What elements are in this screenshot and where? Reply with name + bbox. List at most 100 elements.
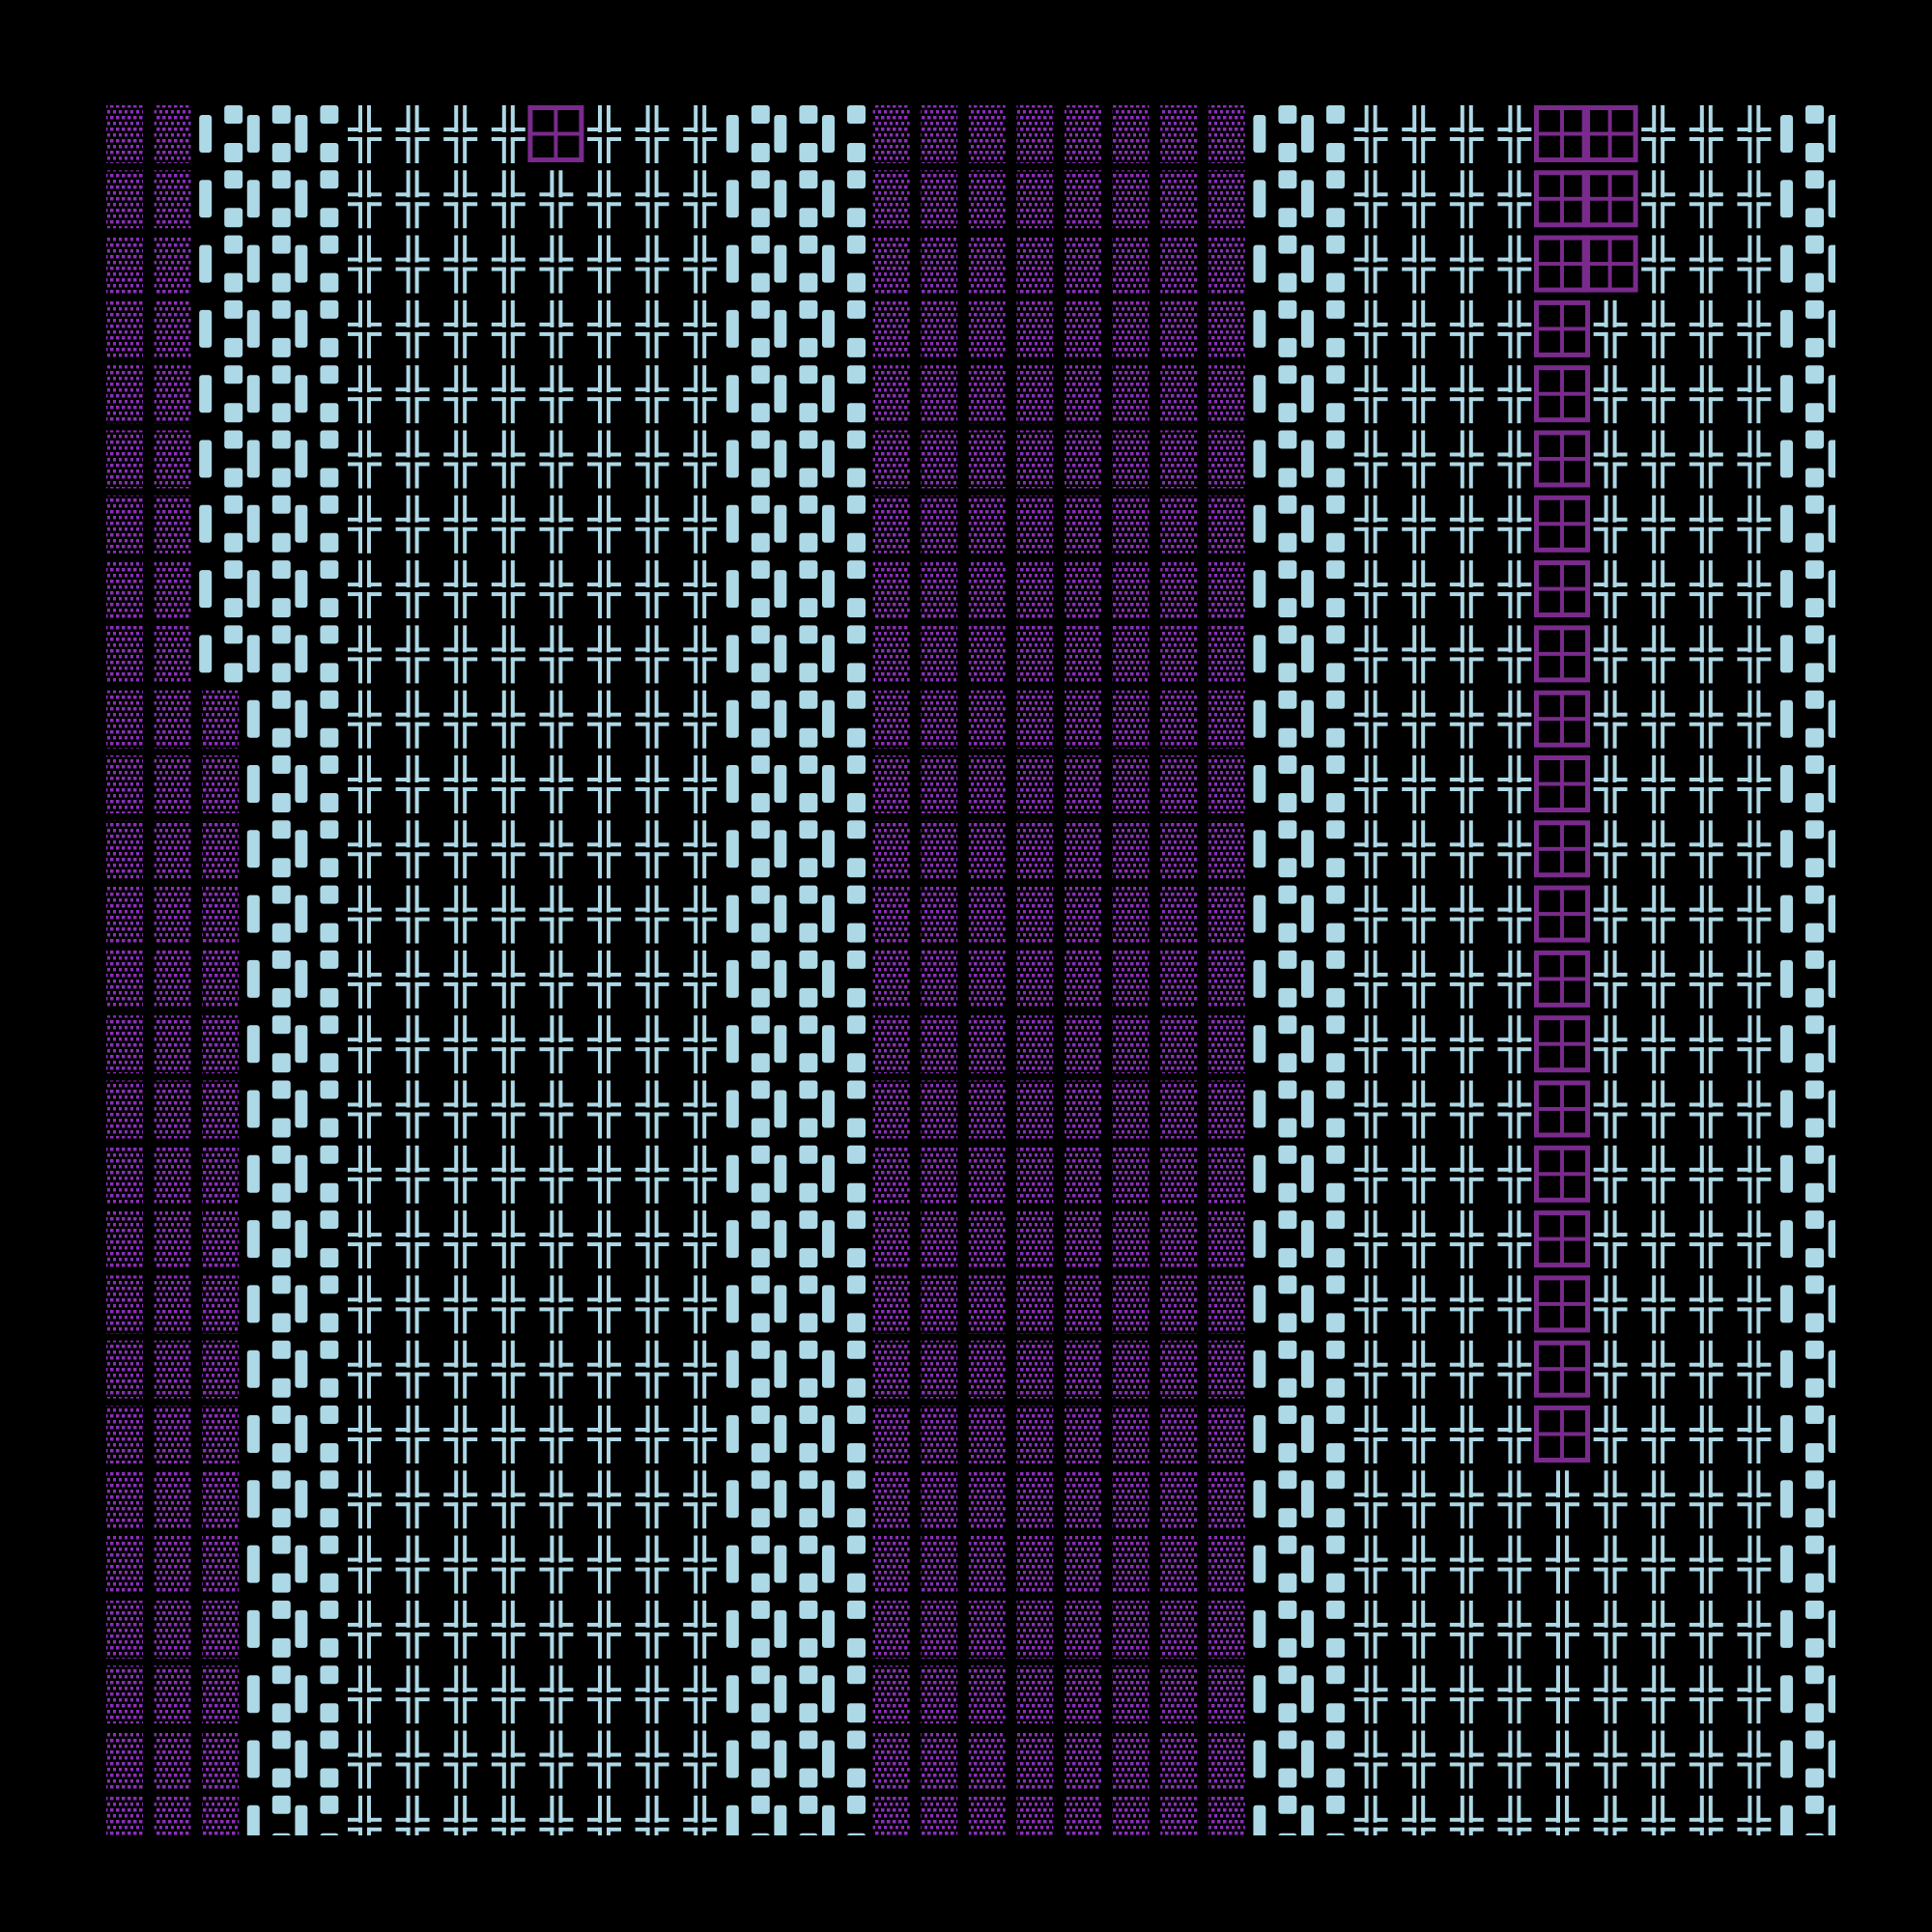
cross-tile [1497, 1665, 1532, 1724]
pillar-tile [822, 950, 866, 1008]
dotted-shade-icon [1112, 560, 1150, 619]
pillar-tile [1301, 235, 1345, 293]
bar-and-blocks-icon [1301, 885, 1345, 943]
pillar-tile [725, 820, 770, 878]
double-cross-icon [348, 1340, 382, 1399]
bar-and-blocks-icon [1828, 1415, 1835, 1453]
bar-and-blocks-icon [822, 235, 866, 293]
pillar-tile [1828, 115, 1835, 153]
cross-tile [1353, 1665, 1388, 1724]
cross-tile [683, 170, 718, 229]
dotted-shade-icon [202, 1340, 240, 1399]
shade-tile [872, 430, 910, 489]
dotted-shade-icon [1208, 1406, 1245, 1463]
pillar-tile [774, 1340, 818, 1398]
boxed-grid-icon [1534, 495, 1590, 553]
double-cross-icon [1497, 1275, 1532, 1334]
pillar-tile [1828, 570, 1835, 609]
cross-tile [1593, 1340, 1628, 1399]
bar-and-blocks-icon [822, 560, 866, 618]
pillar-tile [295, 235, 339, 293]
double-cross-icon [683, 820, 718, 879]
bar-and-blocks-icon [1780, 755, 1824, 812]
cross-tile [539, 625, 574, 684]
cross-tile [1353, 625, 1388, 684]
bar-and-blocks-icon [725, 1795, 770, 1835]
double-cross-icon [1402, 1275, 1436, 1334]
double-cross-icon [443, 170, 478, 229]
pillar-tile [246, 235, 291, 293]
shade-tile [106, 1080, 143, 1139]
double-cross-icon [1641, 755, 1676, 813]
bar-and-blocks-icon [822, 1795, 866, 1835]
bar-and-blocks-icon [774, 1340, 818, 1398]
double-cross-icon [1593, 1535, 1628, 1594]
cross-tile [395, 1340, 430, 1399]
cross-tile [1737, 560, 1772, 619]
cross-tile [683, 1730, 718, 1789]
double-cross-icon [1402, 170, 1436, 229]
dotted-shade-icon [1065, 1470, 1101, 1529]
pillar-tile [725, 1795, 770, 1835]
dotted-shade-icon [106, 430, 143, 489]
cross-tile [539, 1406, 574, 1463]
shade-tile [1160, 1535, 1198, 1594]
cross-tile [443, 950, 478, 1009]
cross-tile [635, 365, 669, 424]
cross-tile [395, 625, 430, 684]
double-cross-icon [635, 1015, 669, 1074]
bar-and-blocks-icon [246, 430, 291, 488]
double-cross-icon [1402, 885, 1436, 944]
double-cross-icon [491, 1080, 526, 1139]
cross-tile [395, 885, 430, 944]
double-cross-icon [491, 755, 526, 813]
dotted-shade-icon [1065, 1340, 1101, 1399]
double-cross-icon [539, 1080, 574, 1139]
pillar-tile [1828, 1480, 1835, 1519]
cross-tile [635, 299, 669, 358]
cross-tile [1737, 299, 1772, 358]
bar-and-blocks-icon [822, 1730, 866, 1788]
dotted-shade-icon [1160, 1145, 1198, 1204]
cross-tile [1449, 1730, 1484, 1789]
dotted-shade-icon [1112, 430, 1150, 489]
cross-tile [443, 299, 478, 358]
double-cross-icon [1593, 885, 1628, 944]
shade-tile [1160, 560, 1198, 619]
cross-tile [1546, 1730, 1579, 1789]
cross-tile [491, 1340, 526, 1399]
cross-tile [395, 1730, 430, 1789]
pillar-tile [1780, 495, 1824, 553]
double-cross-icon [1689, 105, 1723, 163]
dotted-shade-icon [921, 885, 958, 944]
pillar-tile [246, 1210, 291, 1268]
dotted-shade-icon [1160, 170, 1198, 229]
cross-tile [1593, 1015, 1628, 1074]
dotted-shade-icon [1065, 1795, 1101, 1835]
pillar-tile [725, 430, 770, 488]
cross-tile [348, 299, 382, 358]
bar-and-blocks-icon [1301, 1080, 1345, 1138]
bar-and-blocks-icon [1780, 1080, 1824, 1138]
shade-tile [106, 820, 143, 879]
double-cross-icon [443, 1275, 478, 1334]
double-cross-icon [1737, 105, 1772, 163]
cross-tile [683, 560, 718, 619]
cross-tile [1737, 625, 1772, 684]
dotted-shade-icon [968, 885, 1006, 944]
cross-tile [1737, 495, 1772, 554]
shade-tile [154, 1795, 191, 1835]
cross-tile [1641, 755, 1676, 813]
bar-and-blocks-icon [822, 170, 866, 228]
bar-and-blocks-icon [295, 1275, 339, 1333]
shade-tile [106, 1145, 143, 1204]
dotted-shade-icon [154, 885, 191, 944]
boxed-grid-icon [1534, 1210, 1590, 1268]
shade-tile [872, 1795, 910, 1835]
shade-tile [968, 690, 1006, 749]
dotted-shade-icon [154, 625, 191, 684]
boxed-grid-icon [1581, 235, 1638, 293]
cross-tile [683, 1795, 718, 1835]
shade-tile [921, 235, 958, 294]
